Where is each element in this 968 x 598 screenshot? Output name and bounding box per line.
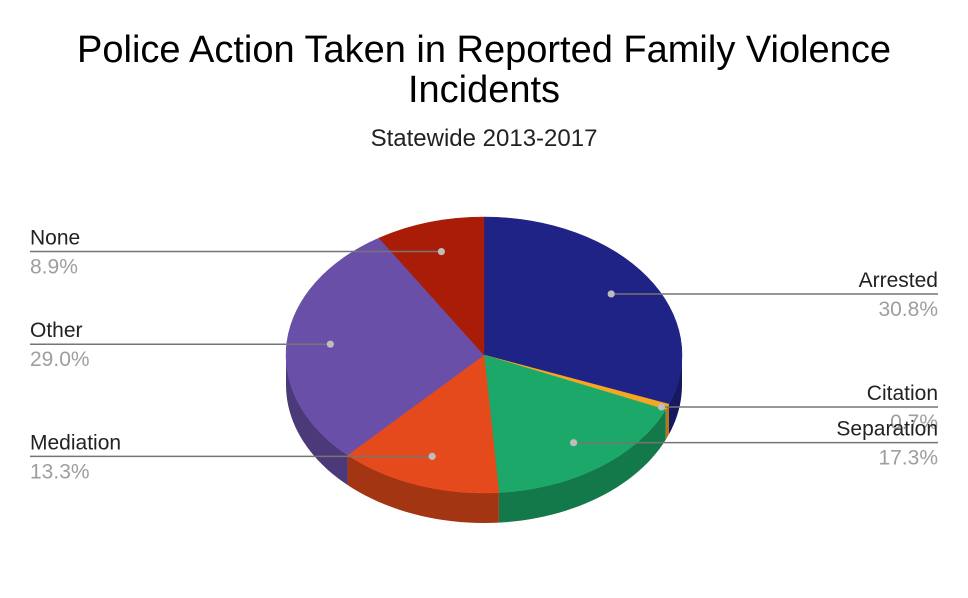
slice-percent-mediation: 13.3% bbox=[30, 460, 90, 483]
pie-top bbox=[285, 216, 683, 494]
slice-label-citation: Citation bbox=[867, 382, 938, 405]
slice-side-citation bbox=[665, 404, 669, 440]
slice-percent-arrested: 30.8% bbox=[878, 298, 938, 321]
slice-side-arrested bbox=[669, 355, 682, 435]
pie-slice-other bbox=[285, 237, 485, 456]
pie-slice-mediation bbox=[347, 354, 500, 494]
slice-side-other bbox=[286, 355, 348, 485]
leader-dot-none bbox=[437, 247, 445, 256]
slice-percent-other: 29.0% bbox=[30, 348, 90, 371]
slice-side-separation bbox=[498, 409, 666, 523]
leader-dot-separation bbox=[570, 439, 578, 447]
slice-label-separation: Separation bbox=[836, 418, 938, 441]
leader-dot-arrested bbox=[607, 290, 615, 298]
slice-side-mediation bbox=[347, 455, 499, 523]
leader-dot-mediation bbox=[428, 452, 436, 460]
slice-label-none: None bbox=[30, 227, 80, 250]
chart-subtitle: Statewide 2013-2017 bbox=[371, 125, 598, 152]
slice-label-mediation: Mediation bbox=[30, 431, 121, 454]
pie-labels: Arrested 30.8% Citation 0.7%Separation 17.3%… bbox=[30, 227, 938, 483]
pie-slice-separation bbox=[483, 354, 667, 493]
leader-dot-other bbox=[326, 340, 334, 348]
slice-label-other: Other bbox=[30, 319, 83, 342]
leader-dot-citation bbox=[657, 403, 666, 411]
slice-percent-citation: 0.7% bbox=[890, 411, 938, 434]
slice-percent-separation: 17.3% bbox=[878, 447, 938, 470]
chart-title-line-1: Police Action Taken in Reported Family V… bbox=[77, 29, 891, 71]
slice-percent-none: 8.9% bbox=[30, 256, 78, 279]
pie-sides bbox=[286, 355, 682, 523]
pie-slice-arrested bbox=[483, 216, 683, 405]
slice-label-arrested: Arrested bbox=[859, 269, 938, 292]
chart-title-line-2: Incidents bbox=[408, 69, 560, 111]
